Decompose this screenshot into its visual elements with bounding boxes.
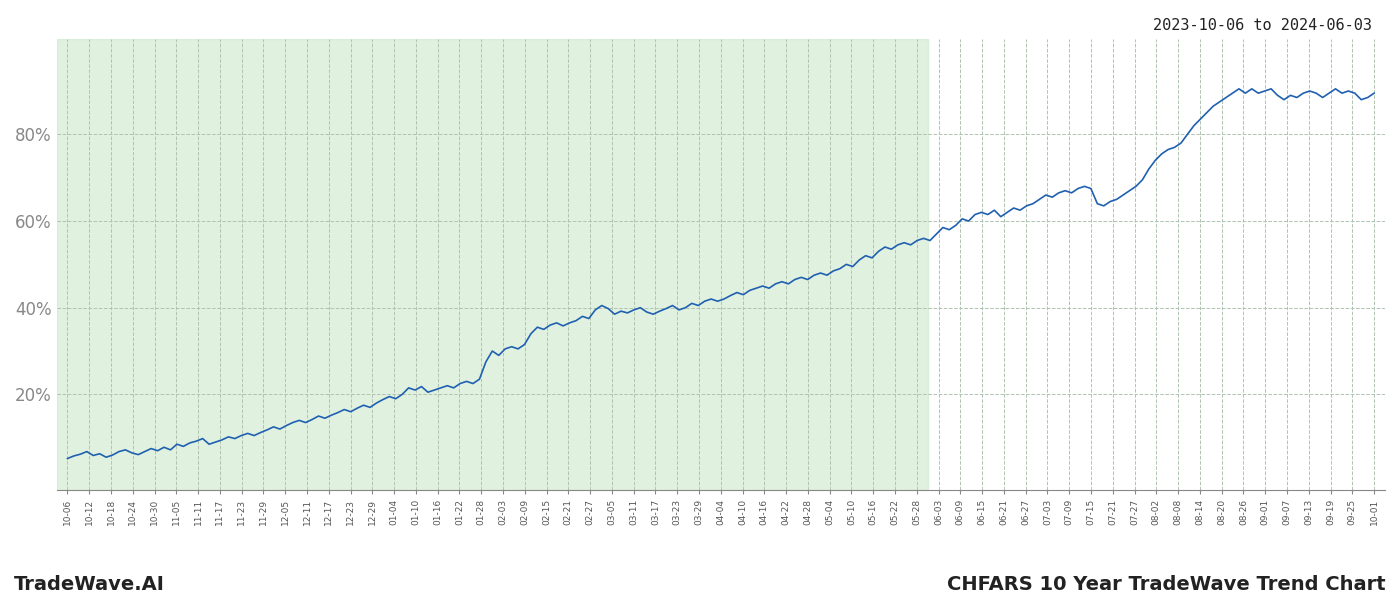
Text: 2023-10-06 to 2024-06-03: 2023-10-06 to 2024-06-03 (1154, 18, 1372, 33)
Text: TradeWave.AI: TradeWave.AI (14, 575, 165, 594)
Bar (56, 39, 928, 490)
Text: CHFARS 10 Year TradeWave Trend Chart: CHFARS 10 Year TradeWave Trend Chart (948, 575, 1386, 594)
